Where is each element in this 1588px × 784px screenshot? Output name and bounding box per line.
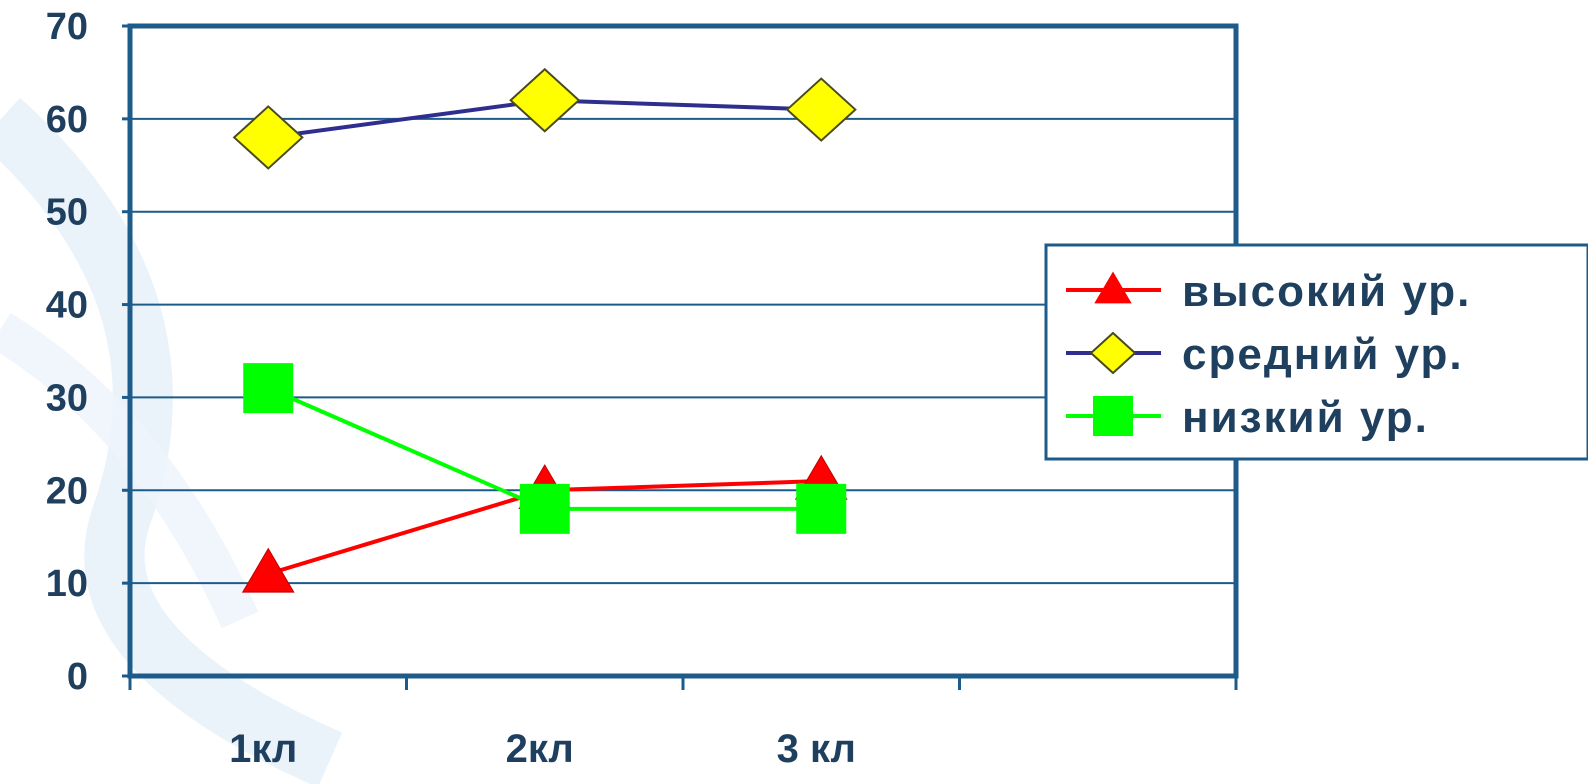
legend-label: средний ур. [1182, 330, 1464, 379]
marker-diamond-0 [232, 105, 304, 170]
marker-diamond-1 [509, 67, 581, 133]
y-tick-label: 0 [67, 656, 88, 698]
y-tick-label: 70 [46, 6, 88, 48]
series-2 [232, 67, 857, 170]
legend-entry: средний ур. [1066, 330, 1464, 379]
x-category-label: 1кл [229, 727, 297, 771]
y-tick-label: 60 [46, 99, 88, 141]
series-3 [243, 363, 847, 534]
legend-entry: высокий ур. [1066, 267, 1471, 316]
x-category-label: 3 кл [777, 727, 856, 771]
x-category-label: 2кл [506, 727, 574, 771]
y-axis: 0 10 20 30 40 50 60 70 [46, 6, 130, 698]
marker-legend-square [1093, 396, 1133, 436]
legend-entry: низкий ур. [1066, 393, 1429, 442]
y-tick-label: 40 [46, 285, 88, 327]
marker-legend-diamond [1089, 331, 1137, 375]
y-tick-label: 20 [46, 470, 88, 512]
y-tick-label: 30 [46, 377, 88, 419]
y-tick-label: 10 [46, 563, 88, 605]
background-swirl-decoration-2 [0, 312, 259, 629]
marker-square-2 [796, 483, 847, 534]
marker-diamond-2 [785, 77, 857, 142]
series-layer [232, 67, 857, 593]
marker-square-0 [243, 363, 294, 414]
legend: высокий ур. средний ур. низкий ур. [1044, 243, 1588, 461]
y-tick-label: 50 [46, 192, 88, 234]
marker-triangle-0 [241, 547, 295, 593]
x-axis: 1кл 2кл 3 кл [128, 674, 1238, 771]
legend-box [1044, 243, 1588, 461]
legend-label: низкий ур. [1182, 393, 1429, 442]
gridlines [130, 117, 1236, 585]
marker-legend-triangle [1094, 271, 1132, 304]
marker-square-1 [519, 483, 570, 534]
legend-label: высокий ур. [1182, 267, 1471, 316]
